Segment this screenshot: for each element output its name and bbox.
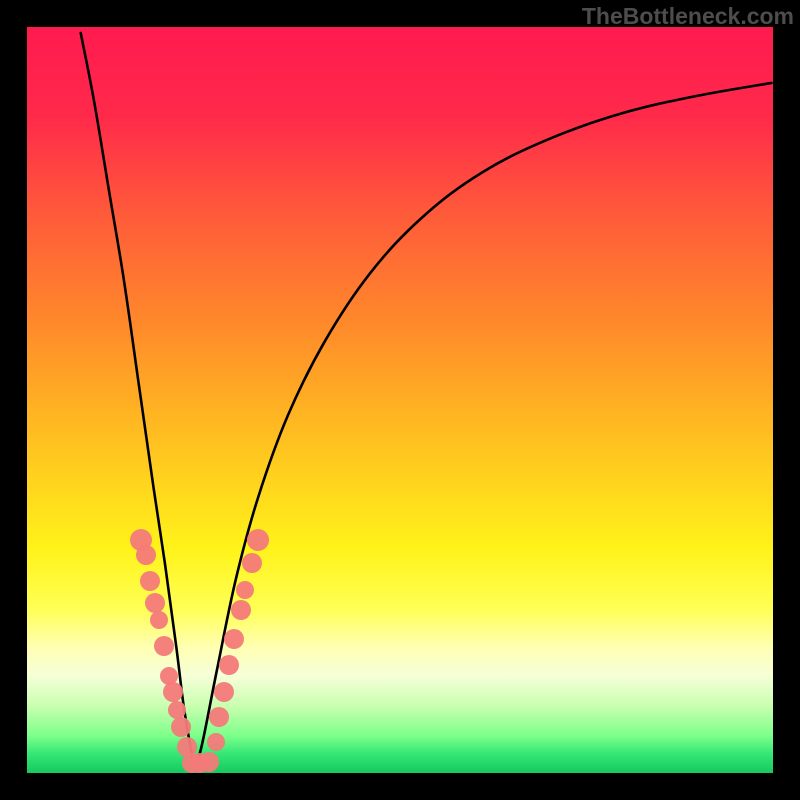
data-point [207, 733, 225, 751]
data-point [231, 600, 251, 620]
data-point [150, 611, 168, 629]
data-point [171, 717, 191, 737]
data-point [145, 593, 165, 613]
watermark-text: TheBottleneck.com [582, 3, 794, 30]
data-point [247, 529, 269, 551]
data-point [242, 553, 262, 573]
data-point [224, 629, 244, 649]
data-point [140, 571, 160, 591]
dots-layer [27, 27, 773, 773]
data-point [199, 752, 219, 772]
data-point [236, 581, 254, 599]
data-point [168, 701, 186, 719]
chart-container: TheBottleneck.com [0, 0, 800, 800]
data-point [209, 707, 229, 727]
data-point [214, 682, 234, 702]
data-point [219, 655, 239, 675]
data-point [163, 682, 183, 702]
data-point [154, 636, 174, 656]
plot-area [27, 27, 773, 773]
data-point [136, 545, 156, 565]
